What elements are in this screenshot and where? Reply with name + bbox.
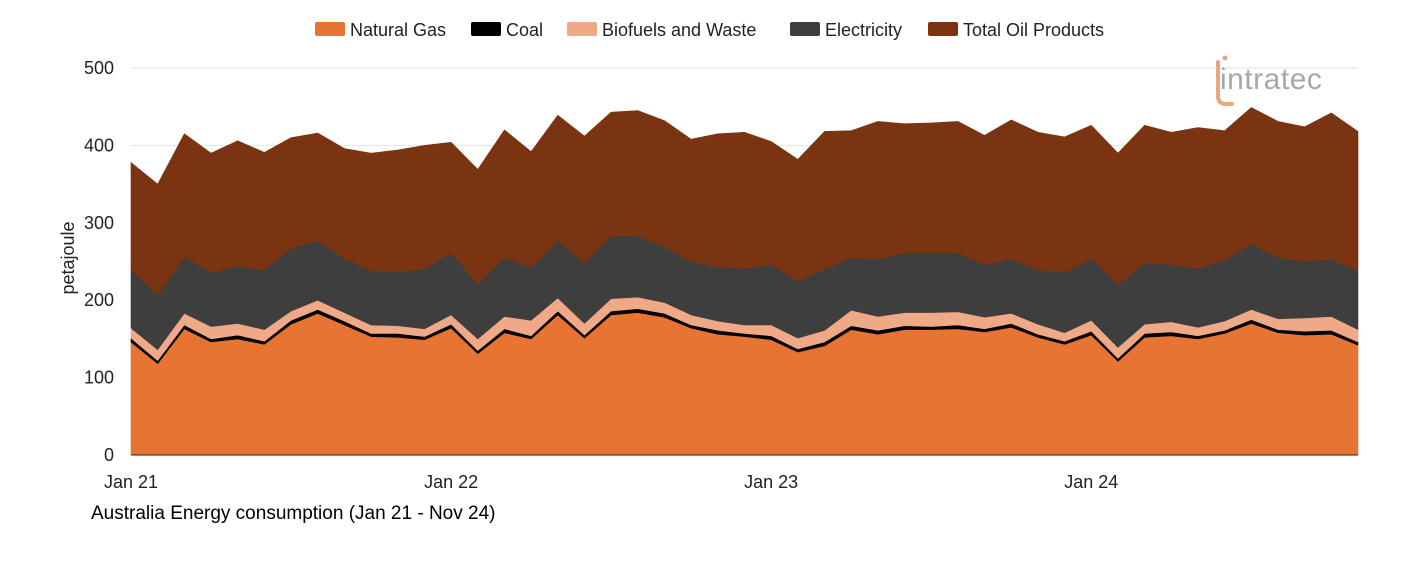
y-tick-label: 0 bbox=[104, 445, 114, 465]
y-axis-ticks: 0 100 200 300 400 500 bbox=[84, 58, 114, 465]
x-tick-label: Jan 21 bbox=[104, 472, 158, 492]
logo-text: intratec bbox=[1220, 63, 1322, 96]
x-tick-label: Jan 24 bbox=[1064, 472, 1118, 492]
legend: Natural Gas Coal Biofuels and Waste Electri… bbox=[315, 20, 1104, 40]
y-axis-label: petajoule bbox=[58, 221, 78, 294]
logo-dot bbox=[1222, 55, 1228, 61]
x-tick-label: Jan 23 bbox=[744, 472, 798, 492]
legend-swatch-total-oil-products bbox=[928, 22, 958, 36]
legend-swatch-biofuels-and-waste bbox=[567, 22, 597, 36]
intratec-logo: intratec bbox=[1216, 55, 1322, 106]
area-total-oil-products bbox=[130, 107, 1359, 296]
legend-label-total-oil-products: Total Oil Products bbox=[963, 20, 1104, 40]
y-tick-label: 400 bbox=[84, 135, 114, 155]
stacked-areas bbox=[130, 107, 1359, 456]
y-tick-label: 200 bbox=[84, 290, 114, 310]
chart-caption: Australia Energy consumption (Jan 21 - N… bbox=[91, 503, 495, 524]
legend-swatch-electricity bbox=[790, 22, 820, 36]
legend-label-biofuels-and-waste: Biofuels and Waste bbox=[602, 20, 756, 40]
legend-label-coal: Coal bbox=[506, 20, 543, 40]
logo-mark bbox=[1216, 60, 1234, 106]
legend-label-electricity: Electricity bbox=[825, 20, 902, 40]
legend-swatch-natural-gas bbox=[315, 22, 345, 36]
y-tick-label: 500 bbox=[84, 58, 114, 78]
legend-swatch-coal bbox=[471, 22, 501, 36]
legend-label-natural-gas: Natural Gas bbox=[350, 20, 446, 40]
y-tick-label: 100 bbox=[84, 368, 114, 388]
x-tick-label: Jan 22 bbox=[424, 472, 478, 492]
y-tick-label: 300 bbox=[84, 213, 114, 233]
x-axis-ticks: Jan 21 Jan 22 Jan 23 Jan 24 bbox=[104, 472, 1118, 492]
